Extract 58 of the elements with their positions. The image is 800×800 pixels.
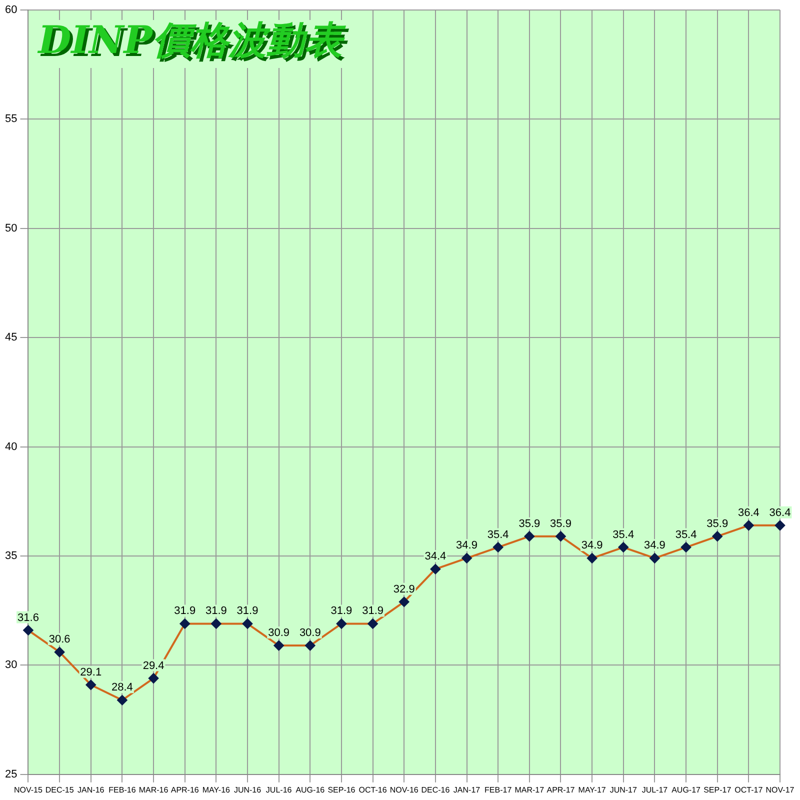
x-tick-label: NOV-17 xyxy=(766,785,795,794)
data-label: 34.9 xyxy=(581,540,603,552)
data-label: 34.9 xyxy=(644,540,666,552)
data-label: 35.4 xyxy=(487,528,509,541)
data-label: 31.6 xyxy=(18,612,39,624)
x-tick-label: MAR-16 xyxy=(138,785,169,794)
data-label: 36.4 xyxy=(738,506,760,519)
data-label: 31.9 xyxy=(330,605,352,618)
y-tick-label: 40 xyxy=(4,440,18,453)
x-tick-label: NOV-15 xyxy=(14,785,44,794)
x-tick-label: SEP-17 xyxy=(704,785,732,794)
data-label: 31.9 xyxy=(174,605,196,618)
data-label: 35.4 xyxy=(675,528,697,541)
x-tick-label: JUN-17 xyxy=(610,785,638,794)
x-tick-label: NOV-16 xyxy=(390,785,419,794)
y-tick-label: 30 xyxy=(4,659,18,672)
data-label: 31.9 xyxy=(236,605,258,618)
x-tick-label: FEB-17 xyxy=(484,785,512,794)
x-tick-label: JUN-16 xyxy=(234,785,262,794)
data-label: 30.9 xyxy=(268,627,290,640)
data-label: 31.9 xyxy=(205,605,227,618)
data-label: 35.4 xyxy=(612,528,634,541)
x-tick-label: JUL-16 xyxy=(266,785,292,794)
data-label: 35.9 xyxy=(518,518,540,530)
data-label: 35.9 xyxy=(706,518,728,530)
x-tick-label: APR-16 xyxy=(170,785,200,794)
x-tick-label: MAY-16 xyxy=(202,785,231,794)
x-tick-label: AUG-16 xyxy=(296,785,326,794)
x-tick-label: JAN-16 xyxy=(78,785,105,794)
data-label: 30.6 xyxy=(48,634,70,646)
y-tick-label: 25 xyxy=(4,768,18,780)
y-tick-label: 35 xyxy=(4,550,18,562)
data-label: 28.4 xyxy=(111,682,133,694)
data-label: 29.1 xyxy=(80,666,102,678)
data-label: 36.4 xyxy=(769,506,791,519)
data-label: 32.9 xyxy=(393,583,415,596)
x-tick-label: DEC-16 xyxy=(421,785,450,794)
data-label: 35.9 xyxy=(550,518,572,530)
data-label: 30.9 xyxy=(299,627,321,640)
data-label: 29.4 xyxy=(142,660,164,672)
x-tick-label: MAY-17 xyxy=(578,785,606,794)
data-label: 31.9 xyxy=(362,605,384,618)
x-tick-label: OCT-17 xyxy=(734,785,764,794)
data-label: 34.9 xyxy=(456,540,478,552)
x-tick-label: FEB-16 xyxy=(108,785,136,794)
y-tick-label: 60 xyxy=(4,4,18,16)
x-tick-label: MAR-17 xyxy=(514,785,545,794)
y-tick-label: 50 xyxy=(4,222,18,234)
y-tick-label: 55 xyxy=(4,113,18,126)
x-tick-label: OCT-16 xyxy=(358,785,388,794)
x-tick-label: JUL-17 xyxy=(642,785,668,794)
x-tick-label: SEP-16 xyxy=(328,785,356,794)
x-tick-label: APR-17 xyxy=(546,785,576,794)
x-tick-label: DEC-15 xyxy=(45,785,74,794)
x-tick-label: JAN-17 xyxy=(453,785,481,794)
x-tick-label: AUG-17 xyxy=(672,785,702,794)
y-tick-label: 45 xyxy=(4,332,18,344)
data-label: 34.4 xyxy=(424,550,446,563)
